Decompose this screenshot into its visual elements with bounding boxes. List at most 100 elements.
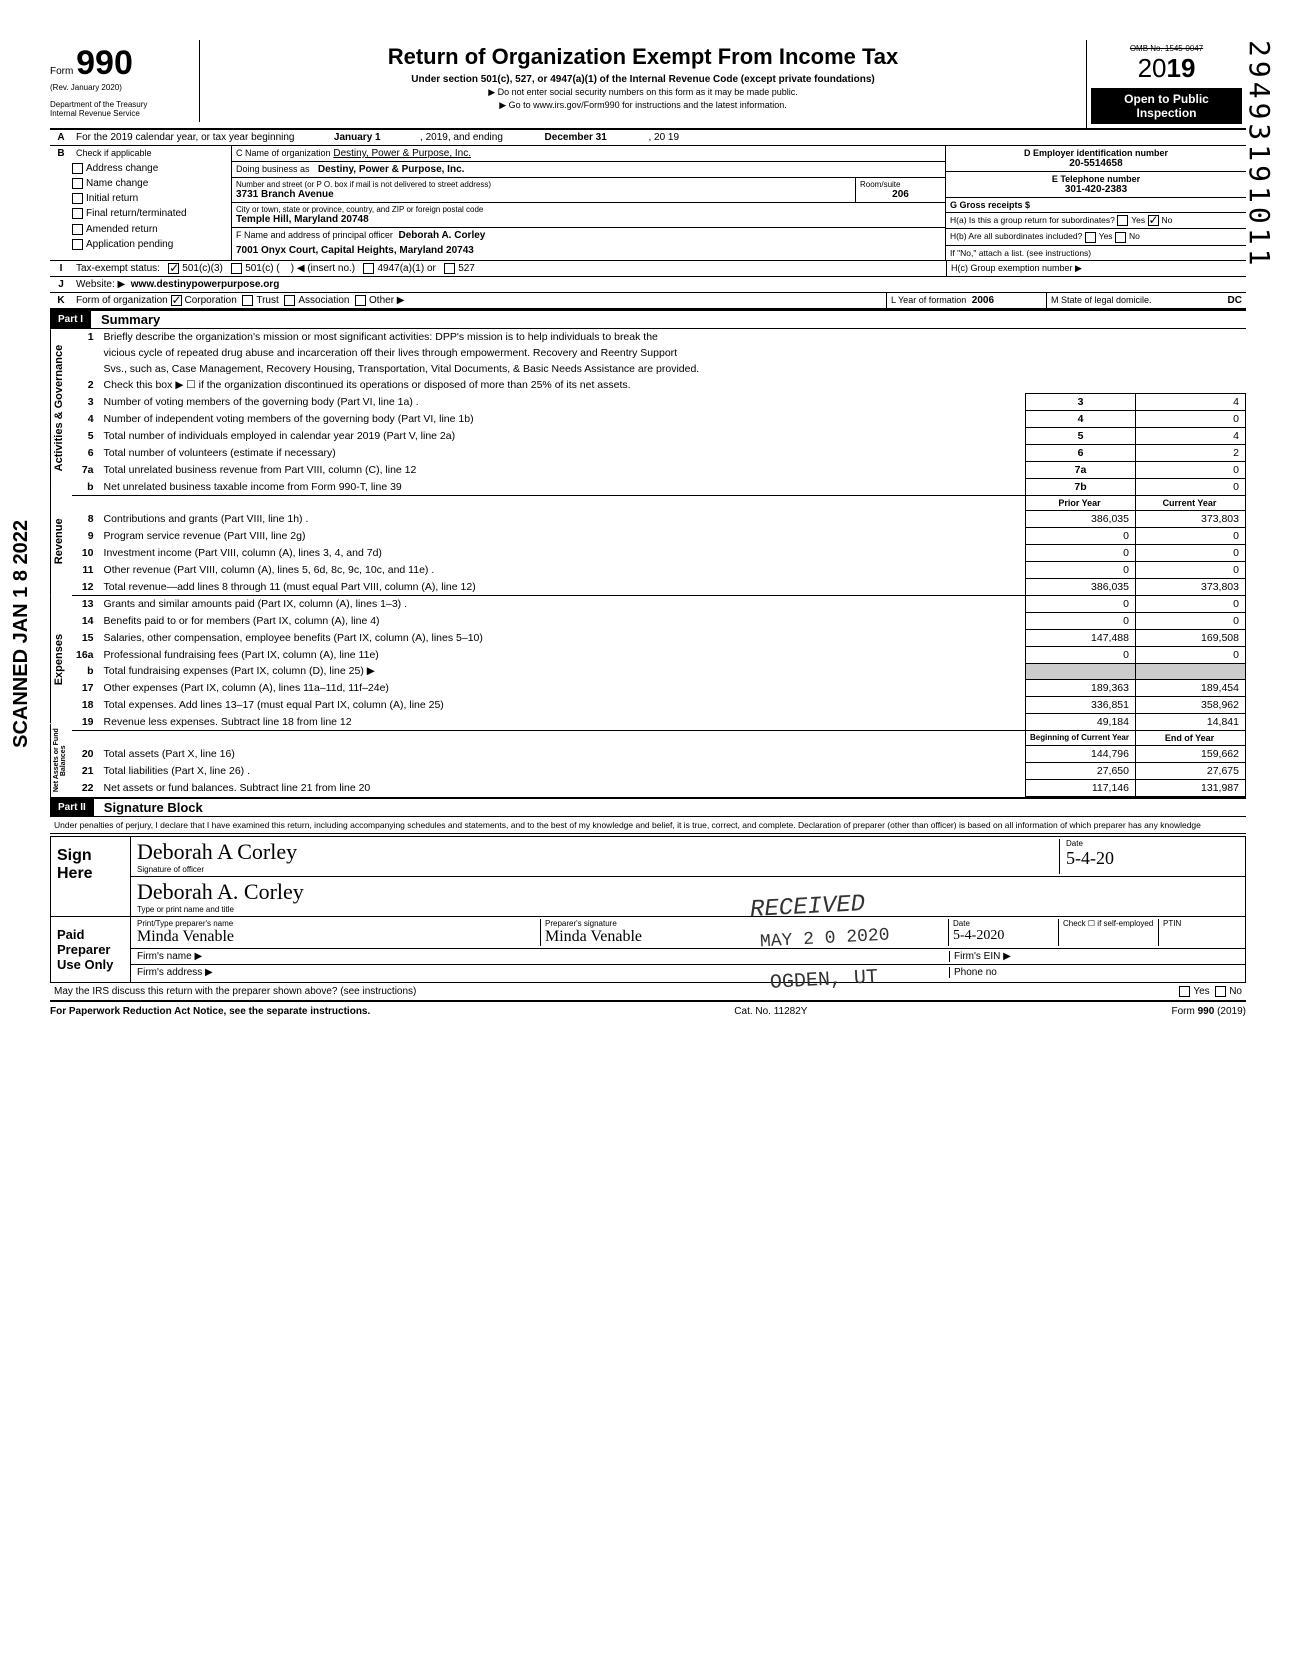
name-change-checkbox[interactable] <box>72 178 83 189</box>
hb-yes-checkbox[interactable] <box>1085 232 1096 243</box>
form-title: Return of Organization Exempt From Incom… <box>210 44 1076 70</box>
c16a: 0 <box>1136 646 1246 663</box>
officer-signature: Deborah A Corley <box>137 839 1059 865</box>
firm-ein-label: Firm's EIN ▶ <box>949 951 1239 962</box>
other-checkbox[interactable] <box>355 295 366 306</box>
officer-name: Deborah A. Corley <box>398 230 485 241</box>
line-i-label: Tax-exempt status: <box>76 263 160 274</box>
sig-officer-label: Signature of officer <box>137 865 1059 874</box>
corp-checkbox[interactable] <box>171 295 182 306</box>
hb-no: No <box>1129 231 1140 241</box>
c21: 27,675 <box>1136 762 1246 779</box>
line16b: Total fundraising expenses (Part IX, col… <box>100 663 1026 679</box>
line21: Total liabilities (Part X, line 26) . <box>100 762 1026 779</box>
c10: 0 <box>1136 544 1246 561</box>
irs-yes-checkbox[interactable] <box>1179 986 1190 997</box>
form-rev: (Rev. January 2020) <box>50 83 193 92</box>
form-irs: Internal Revenue Service <box>50 109 193 118</box>
opt-501c3: 501(c)(3) <box>182 263 223 274</box>
assoc-checkbox[interactable] <box>284 295 295 306</box>
p14: 0 <box>1026 612 1136 629</box>
amended-return-checkbox[interactable] <box>72 224 83 235</box>
part-i-header: Part I <box>50 311 91 328</box>
line-hb-label: H(b) Are all subordinates included? <box>950 231 1082 241</box>
4947-checkbox[interactable] <box>363 263 374 274</box>
val5: 4 <box>1136 427 1246 444</box>
barcode-number: 29493191011 <box>1243 40 1276 269</box>
line-m-label: M State of legal domicile. <box>1051 295 1152 305</box>
sign-here-block: Sign Here Deborah A CorleySignature of o… <box>50 836 1246 917</box>
officer-addr: 7001 Onyx Court, Capital Heights, Maryla… <box>232 243 945 258</box>
p8: 386,035 <box>1026 510 1136 527</box>
application-pending-checkbox[interactable] <box>72 239 83 250</box>
side-activities: Activities & Governance <box>50 329 72 487</box>
line12: Total revenue—add lines 8 through 11 (mu… <box>100 578 1026 595</box>
line-b-label: Check if applicable <box>72 146 156 161</box>
line1-text2: vicious cycle of repeated drug abuse and… <box>100 345 1246 361</box>
ein-value: 20-5514658 <box>950 158 1242 169</box>
part-ii-header: Part II <box>50 799 94 816</box>
line11: Other revenue (Part VIII, column (A), li… <box>100 561 1026 578</box>
p22: 117,146 <box>1026 779 1136 796</box>
ha-yes: Yes <box>1131 215 1145 225</box>
firm-name-label: Firm's name ▶ <box>137 951 949 962</box>
initial-return-checkbox[interactable] <box>72 193 83 204</box>
line1-text3: Svs., such as, Case Management, Recovery… <box>100 361 1246 377</box>
final-return-label: Final return/terminated <box>86 209 187 220</box>
c14: 0 <box>1136 612 1246 629</box>
c20: 159,662 <box>1136 745 1246 762</box>
line20: Total assets (Part X, line 16) <box>100 745 1026 762</box>
form-header: Form 990 (Rev. January 2020) Department … <box>50 40 1246 130</box>
prep-name-label: Print/Type preparer's name <box>137 919 540 928</box>
val7b: 0 <box>1136 478 1246 495</box>
c19: 14,841 <box>1136 713 1246 730</box>
501c3-checkbox[interactable] <box>168 263 179 274</box>
prep-name-value: Minda Venable <box>137 928 540 946</box>
p12: 386,035 <box>1026 578 1136 595</box>
line-hc-label: H(c) Group exemption number ▶ <box>946 261 1246 276</box>
footer-mid: Cat. No. 11282Y <box>734 1006 807 1017</box>
val6: 2 <box>1136 444 1246 461</box>
prep-date-value: 5-4-2020 <box>953 928 1058 944</box>
val3: 4 <box>1136 393 1246 410</box>
dba-value: Destiny, Power & Purpose, Inc. <box>318 164 465 175</box>
501c-checkbox[interactable] <box>231 263 242 274</box>
line2: Check this box ▶ ☐ if the organization d… <box>100 377 1246 394</box>
line7a: Total unrelated business revenue from Pa… <box>100 461 1006 478</box>
line18: Total expenses. Add lines 13–17 (must eq… <box>100 696 1026 713</box>
name-change-label: Name change <box>86 178 148 189</box>
prior-year-header: Prior Year <box>1026 495 1136 510</box>
tax-year-end-month: December 31 <box>506 132 646 143</box>
c12: 373,803 <box>1136 578 1246 595</box>
line3: Number of voting members of the governin… <box>100 393 1006 410</box>
form-under: Under section 501(c), 527, or 4947(a)(1)… <box>210 74 1076 85</box>
address-change-checkbox[interactable] <box>72 163 83 174</box>
p17: 189,363 <box>1026 679 1136 696</box>
c9: 0 <box>1136 527 1246 544</box>
form-note2: ▶ Go to www.irs.gov/Form990 for instruct… <box>210 100 1076 111</box>
val7a: 0 <box>1136 461 1246 478</box>
irs-no: No <box>1229 986 1242 997</box>
line-f-label: F Name and address of principal officer <box>236 230 393 240</box>
final-return-checkbox[interactable] <box>72 208 83 219</box>
open-public: Open to Public <box>1095 92 1238 106</box>
hb-no-checkbox[interactable] <box>1115 232 1126 243</box>
line-k-label: Form of organization <box>76 295 168 306</box>
footer-right: Form 990 (2019) <box>1172 1006 1246 1017</box>
application-pending-label: Application pending <box>86 239 173 250</box>
line-ha-label: H(a) Is this a group return for subordin… <box>950 215 1115 225</box>
line-a-mid: , 2019, and ending <box>420 132 503 143</box>
ha-yes-checkbox[interactable] <box>1117 215 1128 226</box>
side-netassets: Net Assets or Fund Balances <box>50 724 72 797</box>
line1-text1: DPP's mission is to help individuals to … <box>435 331 658 343</box>
officer-date-value: 5-4-20 <box>1066 848 1239 869</box>
ha-no-checkbox[interactable] <box>1148 215 1159 226</box>
irs-no-checkbox[interactable] <box>1215 986 1226 997</box>
trust-checkbox[interactable] <box>242 295 253 306</box>
tax-year-end-year: , 20 19 <box>648 132 679 143</box>
527-checkbox[interactable] <box>444 263 455 274</box>
dba-label: Doing business as <box>236 164 310 174</box>
p20: 144,796 <box>1026 745 1136 762</box>
line5: Total number of individuals employed in … <box>100 427 1006 444</box>
opt-assoc: Association <box>298 295 349 306</box>
